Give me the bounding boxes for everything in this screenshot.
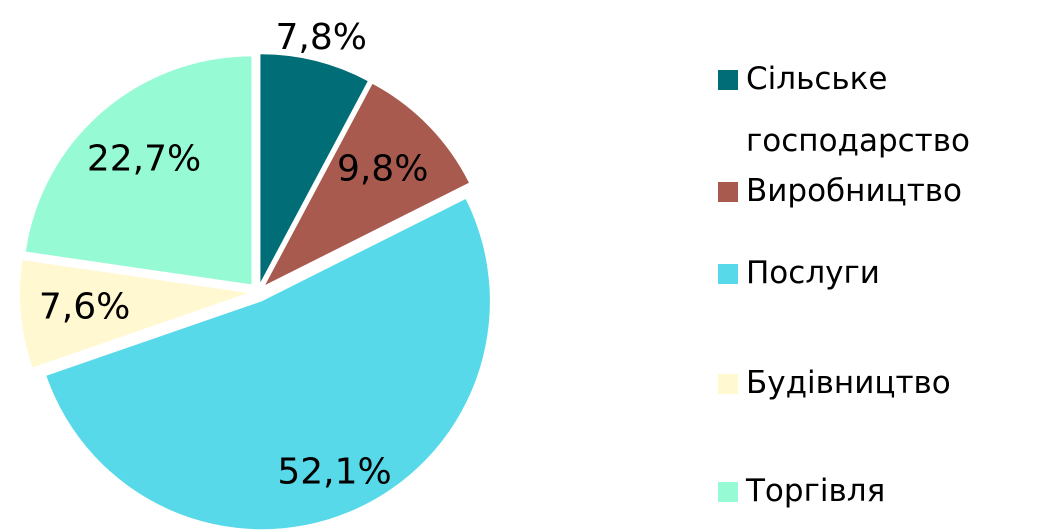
pie-slice — [265, 83, 469, 286]
legend-label: Виробництво — [746, 173, 962, 209]
legend-swatch — [718, 264, 738, 284]
legend-swatch — [718, 374, 738, 394]
data-label: 52,1% — [277, 451, 391, 492]
legend-item: Послуги — [718, 242, 1048, 304]
data-label: 7,6% — [39, 286, 130, 327]
legend-swatch — [718, 70, 738, 90]
legend: Сільське господарство Виробництво Послуги Б… — [718, 0, 1048, 530]
pie-slice — [20, 260, 249, 368]
legend-item: Сільське господарство — [718, 48, 1048, 172]
legend-swatch — [718, 182, 738, 202]
legend-label: Торгівля — [746, 473, 886, 509]
legend-label: Будівництво — [746, 365, 951, 401]
data-label: 22,7% — [87, 138, 201, 179]
legend-label: Сільське господарство — [746, 61, 970, 159]
pie-slice — [25, 56, 252, 285]
pie-slice — [46, 198, 490, 530]
pie-slice — [260, 54, 368, 283]
legend-label: Послуги — [746, 255, 880, 291]
legend-item: Торгівля — [718, 460, 1048, 522]
legend-item: Виробництво — [718, 160, 1048, 222]
legend-swatch — [718, 482, 738, 502]
data-label: 9,8% — [337, 148, 428, 189]
data-label: 7,8% — [276, 17, 367, 58]
legend-item: Будівництво — [718, 352, 1048, 414]
chart: 7,8% 9,8% 52,1% 7,6% 22,7% — [20, 17, 490, 530]
